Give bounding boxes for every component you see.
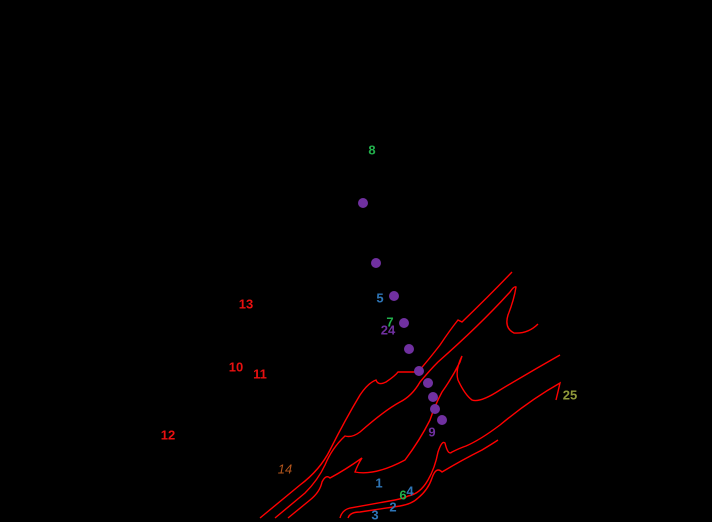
point bbox=[399, 318, 409, 328]
label: 7 bbox=[386, 314, 393, 329]
point bbox=[389, 291, 399, 301]
label: 2 bbox=[389, 499, 396, 514]
point bbox=[414, 366, 424, 376]
label: 14 bbox=[278, 461, 292, 476]
red-line bbox=[259, 271, 513, 519]
label: 4 bbox=[406, 483, 414, 498]
red-line bbox=[287, 354, 561, 519]
label: 5 bbox=[376, 290, 383, 305]
point bbox=[437, 415, 447, 425]
red-line bbox=[274, 286, 539, 519]
point bbox=[358, 198, 368, 208]
label: 10 bbox=[229, 359, 243, 374]
point bbox=[428, 392, 438, 402]
label: 3 bbox=[371, 507, 378, 522]
label: 25 bbox=[563, 387, 577, 402]
red-lines bbox=[259, 271, 562, 519]
label: 1 bbox=[375, 475, 382, 490]
point bbox=[423, 378, 433, 388]
label: 12 bbox=[161, 427, 175, 442]
label: 13 bbox=[239, 296, 253, 311]
label: 9 bbox=[428, 424, 435, 439]
label: 8 bbox=[368, 142, 375, 157]
red-line bbox=[339, 381, 562, 519]
point bbox=[430, 404, 440, 414]
point bbox=[404, 344, 414, 354]
points bbox=[358, 198, 447, 425]
label: 11 bbox=[253, 366, 267, 381]
label: 6 bbox=[399, 487, 406, 502]
red-line bbox=[347, 439, 499, 519]
point bbox=[371, 258, 381, 268]
label: 24 bbox=[381, 322, 396, 337]
